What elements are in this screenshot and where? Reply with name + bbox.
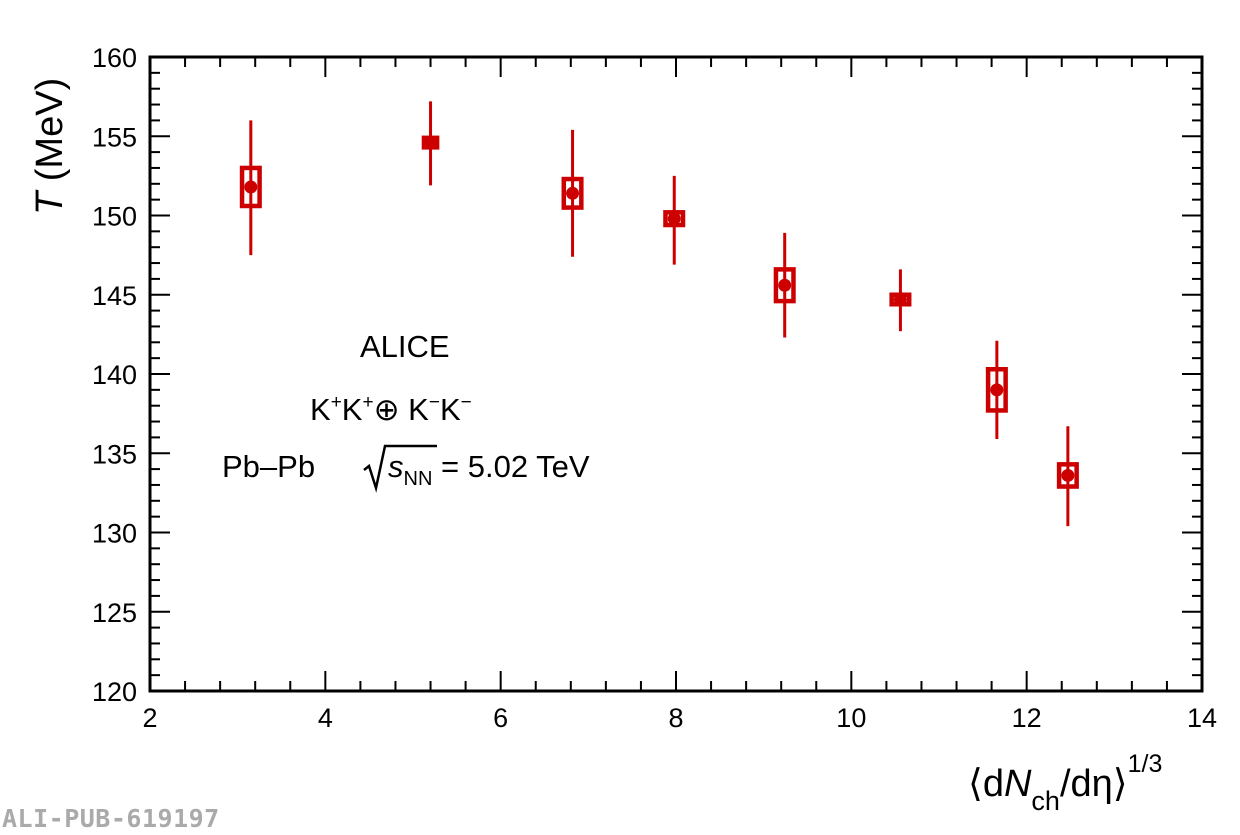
y-tick-label: 150 <box>92 202 137 232</box>
sys-error-box <box>1056 462 1079 489</box>
data-point <box>663 175 686 265</box>
data-point <box>239 120 262 256</box>
y-tick-label: 125 <box>92 598 137 628</box>
y-tick-label: 145 <box>92 281 137 311</box>
y-tick-label: 135 <box>92 439 137 469</box>
sys-error-box <box>985 366 1008 413</box>
data-point <box>1056 426 1079 527</box>
sys-error-box <box>561 176 584 210</box>
pair-label: K+K+⊕ K−K− <box>310 392 472 427</box>
y-tick-label: 160 <box>92 43 137 73</box>
data-marker <box>1061 468 1075 482</box>
experiment-label: ALICE <box>360 329 450 364</box>
y-tick-label: 140 <box>92 360 137 390</box>
x-tick-label: 2 <box>142 703 157 733</box>
data-point <box>421 101 440 186</box>
data-point <box>889 269 912 332</box>
x-tick-label: 6 <box>493 703 508 733</box>
sqrt-sign <box>363 444 437 493</box>
x-tick-label: 14 <box>1187 703 1217 733</box>
data-marker <box>566 186 580 200</box>
axis-tick-labels: 2 4 6 8 10 12 14 120 125 130 135 140 145 150 155 160 <box>92 43 1217 733</box>
x-tick-label: 4 <box>318 703 333 733</box>
plot-frame <box>148 55 1204 693</box>
y-tick-label: 130 <box>92 519 137 549</box>
data-marker <box>424 136 438 150</box>
sys-error-box <box>773 267 796 304</box>
data-point <box>985 340 1008 439</box>
sys-error-box <box>239 165 262 209</box>
data-marker <box>244 180 258 194</box>
data-marker <box>667 212 681 226</box>
x-axis-title: ⟨dNch/dη⟩1/3 <box>968 750 1162 816</box>
data-point <box>561 129 584 257</box>
x-tick-label: 8 <box>668 703 683 733</box>
data-points <box>239 101 1079 527</box>
y-tick-label: 120 <box>92 677 137 707</box>
data-marker <box>778 278 792 292</box>
axis-ticks <box>149 56 1203 692</box>
y-tick-label: 155 <box>92 122 137 152</box>
data-point <box>773 232 796 338</box>
data-marker <box>893 293 907 307</box>
x-tick-label: 12 <box>1012 703 1042 733</box>
system-label: Pb–Pb <box>222 449 315 484</box>
publication-id: ALI-PUB-619197 <box>2 804 220 833</box>
x-tick-label: 10 <box>836 703 866 733</box>
data-marker <box>990 383 1004 397</box>
energy-label: sNN = 5.02 TeV <box>388 449 590 490</box>
y-axis-title: T (MeV) <box>29 78 71 215</box>
